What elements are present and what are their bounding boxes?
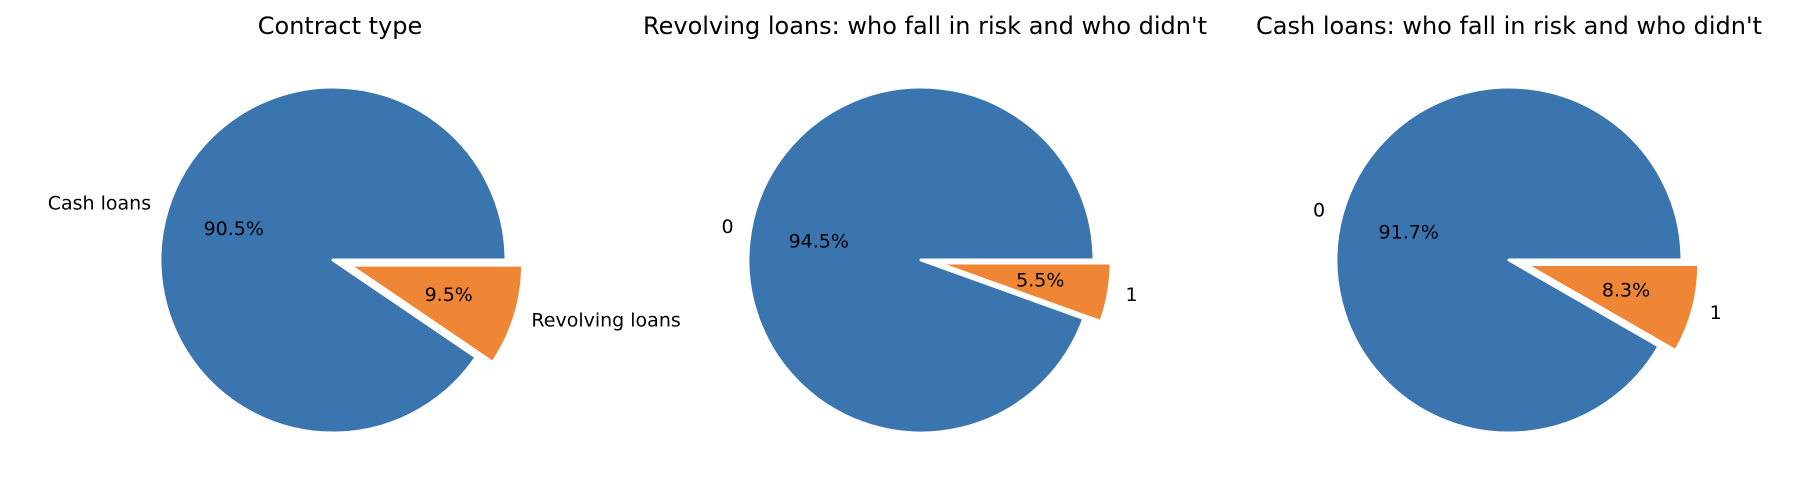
slice-label: Cash loans <box>48 193 151 215</box>
pie-slice <box>936 261 1113 324</box>
pie-slice <box>158 85 508 435</box>
pie-slice <box>348 263 525 364</box>
slice-label: 1 <box>1126 284 1138 306</box>
chart-title: Cash loans: who fall in risk and who did… <box>1256 12 1762 40</box>
pie-chart-cash-risk: 0 91.7% 1 8.3% Cash loans: who fall in risk … <box>1256 12 1762 435</box>
slice-label: 1 <box>1710 302 1722 324</box>
percent-label: 94.5% <box>789 231 849 253</box>
percent-label: 9.5% <box>425 284 473 306</box>
percent-label: 8.3% <box>1602 280 1650 302</box>
pie-slice <box>746 85 1096 435</box>
percent-label: 91.7% <box>1379 222 1439 244</box>
chart-title: Revolving loans: who fall in risk and wh… <box>643 12 1207 40</box>
percent-label: 90.5% <box>204 218 264 240</box>
chart-title: Contract type <box>258 12 422 40</box>
pie-chart-revolving-risk: 0 94.5% 1 5.5% Revolving loans: who fall in … <box>643 12 1207 435</box>
pie-chart-contract-type: Cash loans 90.5% Revolving loans 9.5% Contra… <box>48 12 681 435</box>
slice-label: 0 <box>1313 199 1325 221</box>
slice-label: 0 <box>721 216 733 238</box>
pie-slice <box>1334 85 1684 435</box>
percent-label: 5.5% <box>1016 269 1064 291</box>
slice-label: Revolving loans <box>531 310 680 332</box>
pie-slice <box>1524 262 1701 353</box>
